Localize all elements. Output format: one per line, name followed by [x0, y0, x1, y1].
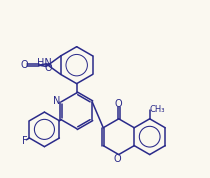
Text: N: N — [53, 96, 60, 106]
Text: CH₃: CH₃ — [150, 105, 165, 114]
Text: O: O — [20, 60, 28, 70]
Text: F: F — [22, 136, 28, 146]
Text: O: O — [113, 154, 121, 164]
Text: O: O — [115, 100, 123, 109]
Text: HN: HN — [37, 57, 52, 68]
Text: O: O — [44, 63, 52, 73]
